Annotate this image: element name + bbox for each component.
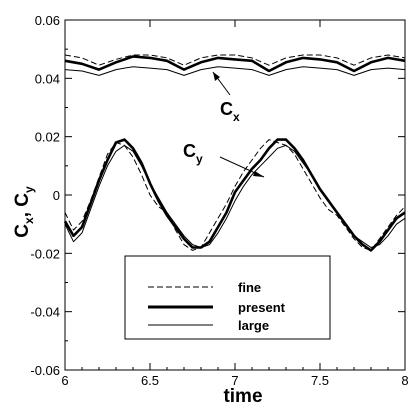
y-tick-label: 0.06 (35, 13, 60, 28)
cx-annotation-arrowhead (213, 72, 220, 81)
legend-label-large: large (238, 318, 269, 333)
legend: fine present large (124, 255, 331, 340)
cy-annotation-label: Cy (183, 141, 203, 166)
x-tick-label: 6.5 (141, 373, 159, 388)
series-present-cx (64, 55, 406, 73)
x-tick-label: 7 (231, 373, 238, 388)
cx-annotation: Cx (212, 71, 240, 124)
legend-label-present: present (238, 300, 286, 315)
cx-annotation-label: Cx (220, 99, 240, 124)
y-tick-label: -0.02 (30, 246, 60, 261)
series-fine-cy (64, 139, 406, 251)
y-tick-label: 0.04 (35, 71, 60, 86)
series-fine-cx (64, 54, 406, 66)
axes: 6 6.5 7 7.5 8 -0.06 -0.04 -0.02 0 0.02 0.04 0.06 (30, 13, 408, 388)
legend-label-fine: fine (238, 280, 261, 295)
series-large-cx (64, 66, 406, 76)
y-tick-label: 0.02 (35, 130, 60, 145)
series-large-cy (64, 144, 406, 248)
cy-annotation-arrowhead (253, 171, 264, 177)
y-tick-label: 0 (53, 188, 60, 203)
x-axis-title: time (223, 386, 262, 407)
cy-annotation: Cy (183, 141, 265, 178)
x-tick-label: 8 (401, 373, 408, 388)
legend-box (124, 255, 331, 340)
y-axis-title: Cx, Cy (12, 186, 36, 238)
y-tick-label: -0.06 (30, 363, 60, 378)
y-tick-label: -0.04 (30, 305, 60, 320)
x-tick-label: 7.5 (311, 373, 329, 388)
series-lines (63, 54, 406, 252)
x-tick-label: 6 (61, 373, 68, 388)
